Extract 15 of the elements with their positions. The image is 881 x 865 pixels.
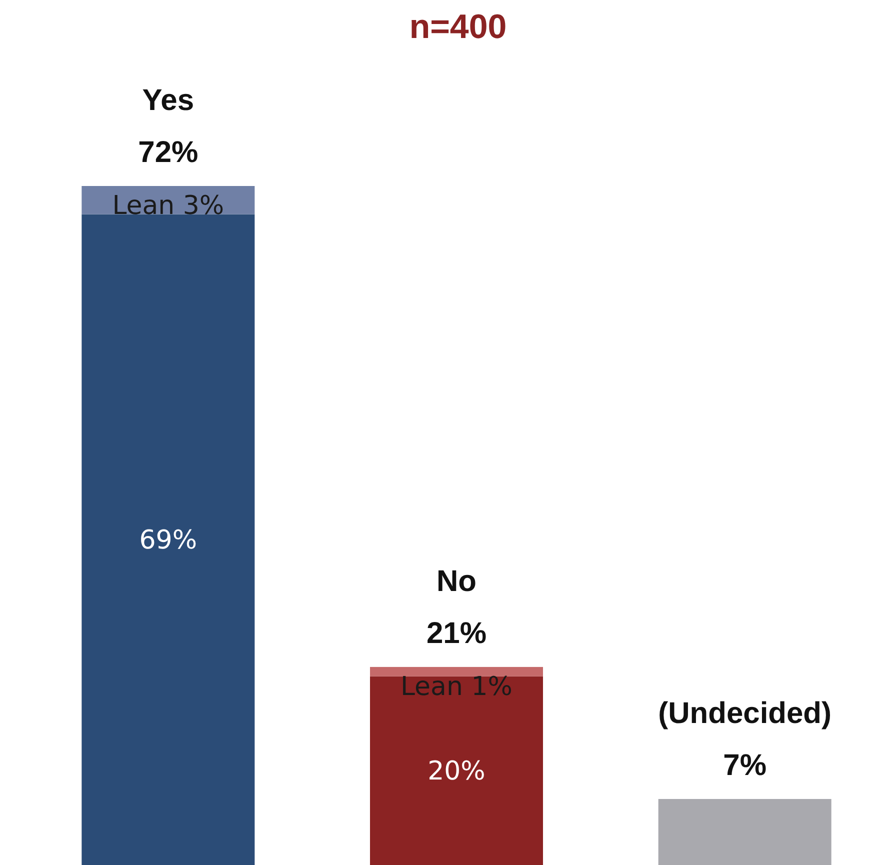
bar (370, 666, 543, 676)
data-label: Lean 1% (400, 672, 512, 702)
bar (82, 214, 255, 865)
total-label: 7% (723, 748, 767, 782)
data-label: 69% (139, 526, 198, 556)
x-tick-label: (Undecided) (658, 696, 832, 730)
bar (370, 676, 543, 865)
data-label: Lean 3% (112, 191, 224, 221)
total-label: 21% (426, 616, 487, 650)
x-tick-label: No (436, 564, 476, 598)
total-label: 72% (138, 136, 198, 169)
data-label: 20% (428, 756, 486, 787)
x-tick-label: Yes (142, 84, 194, 117)
chart-title: n=400 (409, 8, 507, 46)
bar (658, 798, 832, 865)
